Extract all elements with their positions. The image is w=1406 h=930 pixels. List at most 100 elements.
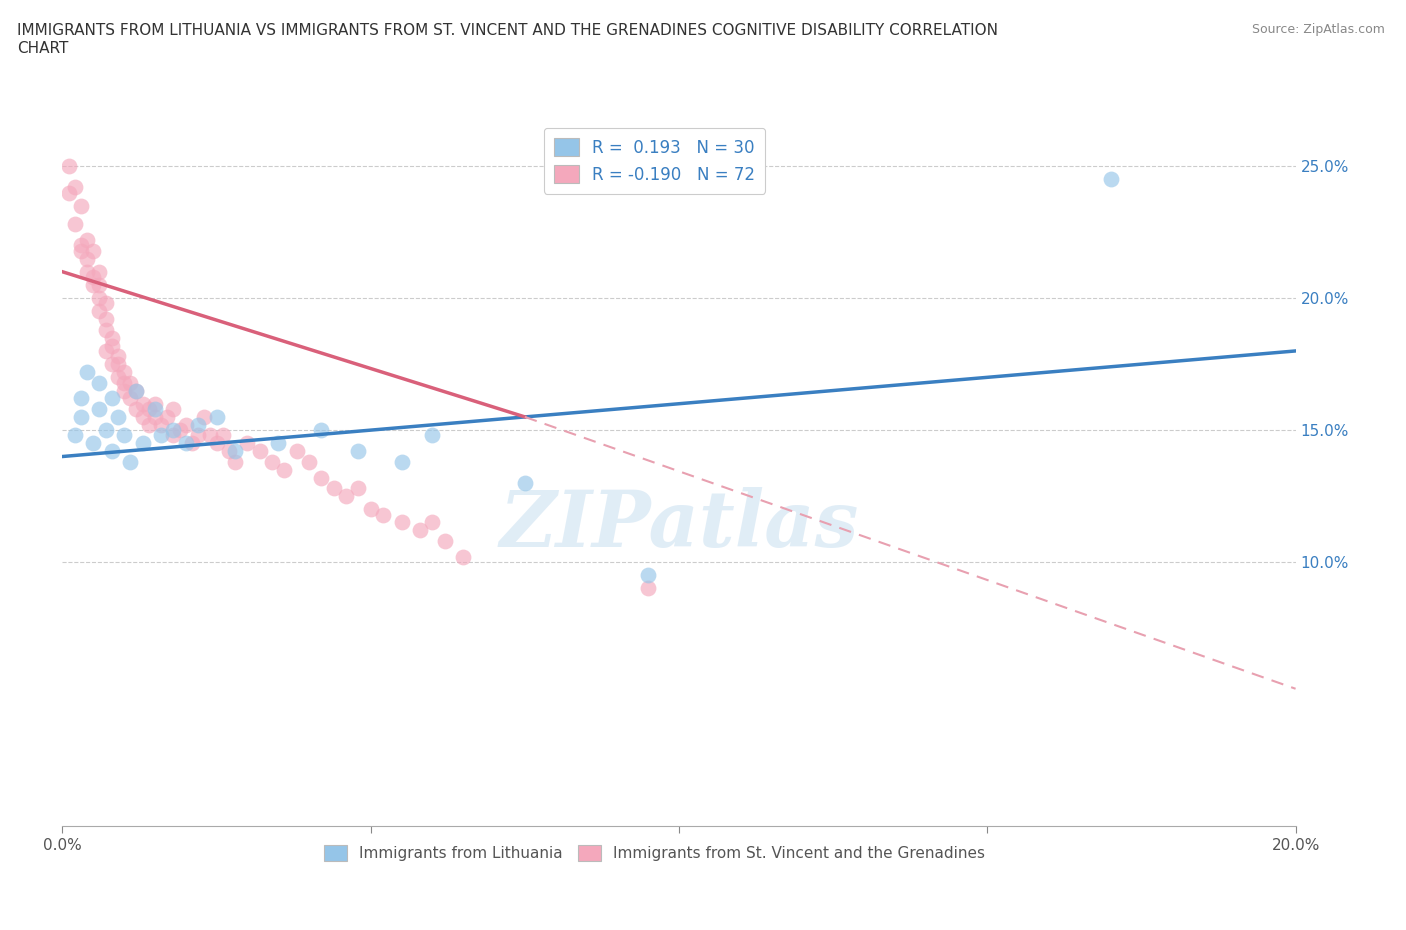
Point — [131, 409, 153, 424]
Point — [89, 402, 111, 417]
Point — [82, 436, 104, 451]
Point — [409, 523, 432, 538]
Point — [107, 357, 129, 372]
Point — [391, 455, 413, 470]
Point — [513, 475, 536, 490]
Point — [205, 436, 228, 451]
Point — [267, 436, 290, 451]
Point — [58, 159, 80, 174]
Point — [94, 422, 117, 437]
Point — [156, 409, 179, 424]
Point — [120, 375, 142, 390]
Point — [89, 291, 111, 306]
Point — [125, 402, 148, 417]
Point — [76, 232, 98, 247]
Point — [211, 428, 233, 443]
Point — [101, 391, 124, 405]
Point — [143, 396, 166, 411]
Point — [143, 409, 166, 424]
Point — [63, 179, 86, 194]
Point — [70, 198, 93, 213]
Point — [101, 444, 124, 458]
Point — [422, 428, 444, 443]
Point — [82, 244, 104, 259]
Point — [298, 455, 321, 470]
Point — [174, 418, 197, 432]
Point — [285, 444, 308, 458]
Point — [70, 244, 93, 259]
Point — [193, 409, 215, 424]
Point — [107, 409, 129, 424]
Point — [70, 391, 93, 405]
Point — [143, 402, 166, 417]
Point — [63, 217, 86, 232]
Point — [120, 455, 142, 470]
Point — [101, 339, 124, 353]
Point — [262, 455, 284, 470]
Point — [94, 343, 117, 358]
Point — [273, 462, 295, 477]
Point — [347, 481, 370, 496]
Point — [76, 365, 98, 379]
Point — [131, 436, 153, 451]
Point — [131, 396, 153, 411]
Point — [224, 444, 246, 458]
Point — [347, 444, 370, 458]
Point — [112, 383, 135, 398]
Point — [205, 409, 228, 424]
Point — [433, 534, 456, 549]
Point — [94, 296, 117, 311]
Point — [311, 471, 333, 485]
Point — [89, 264, 111, 279]
Point — [76, 251, 98, 266]
Point — [224, 455, 246, 470]
Point — [70, 238, 93, 253]
Point — [637, 581, 659, 596]
Point — [76, 264, 98, 279]
Point — [70, 409, 93, 424]
Point — [63, 428, 86, 443]
Point — [322, 481, 344, 496]
Point — [125, 383, 148, 398]
Text: Source: ZipAtlas.com: Source: ZipAtlas.com — [1251, 23, 1385, 36]
Point — [637, 568, 659, 583]
Point — [94, 323, 117, 338]
Point — [107, 370, 129, 385]
Point — [138, 418, 160, 432]
Point — [360, 502, 382, 517]
Point — [89, 375, 111, 390]
Point — [125, 383, 148, 398]
Point — [150, 418, 173, 432]
Point — [249, 444, 271, 458]
Point — [371, 507, 394, 522]
Text: ZIPatlas: ZIPatlas — [499, 487, 859, 564]
Point — [120, 391, 142, 405]
Point — [82, 270, 104, 285]
Point — [311, 422, 333, 437]
Point — [218, 444, 240, 458]
Point — [138, 402, 160, 417]
Point — [112, 428, 135, 443]
Point — [422, 515, 444, 530]
Point — [94, 312, 117, 326]
Point — [162, 428, 184, 443]
Text: IMMIGRANTS FROM LITHUANIA VS IMMIGRANTS FROM ST. VINCENT AND THE GRENADINES COGN: IMMIGRANTS FROM LITHUANIA VS IMMIGRANTS … — [17, 23, 998, 56]
Point — [101, 330, 124, 345]
Point — [391, 515, 413, 530]
Point — [101, 357, 124, 372]
Point — [162, 402, 184, 417]
Point — [451, 550, 474, 565]
Point — [107, 349, 129, 364]
Point — [89, 277, 111, 292]
Point — [335, 488, 357, 503]
Point — [58, 185, 80, 200]
Point — [89, 304, 111, 319]
Point — [200, 428, 222, 443]
Point — [150, 428, 173, 443]
Point — [112, 365, 135, 379]
Point — [1099, 172, 1122, 187]
Point — [236, 436, 259, 451]
Point — [112, 375, 135, 390]
Point — [181, 436, 204, 451]
Point — [174, 436, 197, 451]
